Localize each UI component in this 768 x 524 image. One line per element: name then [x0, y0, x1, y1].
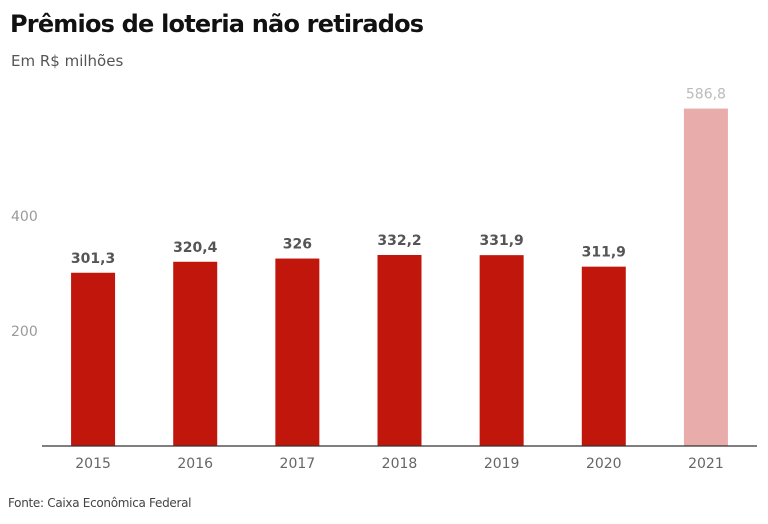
data-label-2020: 311,9 — [582, 245, 626, 261]
data-label-2016: 320,4 — [173, 240, 218, 256]
x-tick-label: 2016 — [177, 456, 213, 472]
bar-2018 — [377, 254, 422, 446]
bar-2016 — [173, 261, 218, 446]
x-tick-label: 2020 — [586, 456, 622, 472]
x-tick-label: 2017 — [280, 456, 316, 472]
data-label-2017: 326 — [283, 237, 312, 253]
chart-subtitle: Em R$ milhões — [11, 52, 124, 70]
x-tick-label: 2021 — [688, 456, 724, 472]
x-tick-label: 2015 — [75, 456, 111, 472]
x-tick-label: 2018 — [382, 456, 418, 472]
bar-2017 — [275, 258, 320, 446]
bar-2020 — [581, 266, 626, 446]
data-label-2021: 586,8 — [686, 87, 726, 103]
bar-2021 — [683, 108, 728, 446]
x-axis-ticks: 2015 2016 2017 2018 2019 2020 2021 — [75, 456, 723, 472]
bar-2019 — [479, 255, 524, 446]
bar-2015 — [71, 272, 116, 446]
data-label-2018: 332,2 — [377, 233, 421, 249]
y-tick-label: 200 — [11, 324, 38, 340]
chart-title: Prêmios de loteria não retirados — [10, 10, 424, 38]
bars — [71, 108, 728, 446]
data-label-2019: 331,9 — [479, 233, 523, 249]
data-labels: 301,3 320,4 326 332,2 331,9 311,9 586,8 — [71, 87, 726, 267]
data-label-2015: 301,3 — [71, 251, 115, 267]
y-tick-label: 400 — [11, 209, 38, 225]
x-tick-label: 2019 — [484, 456, 520, 472]
y-axis-ticks: 200 400 — [11, 209, 38, 340]
source-note: Fonte: Caixa Econômica Federal — [8, 496, 192, 510]
